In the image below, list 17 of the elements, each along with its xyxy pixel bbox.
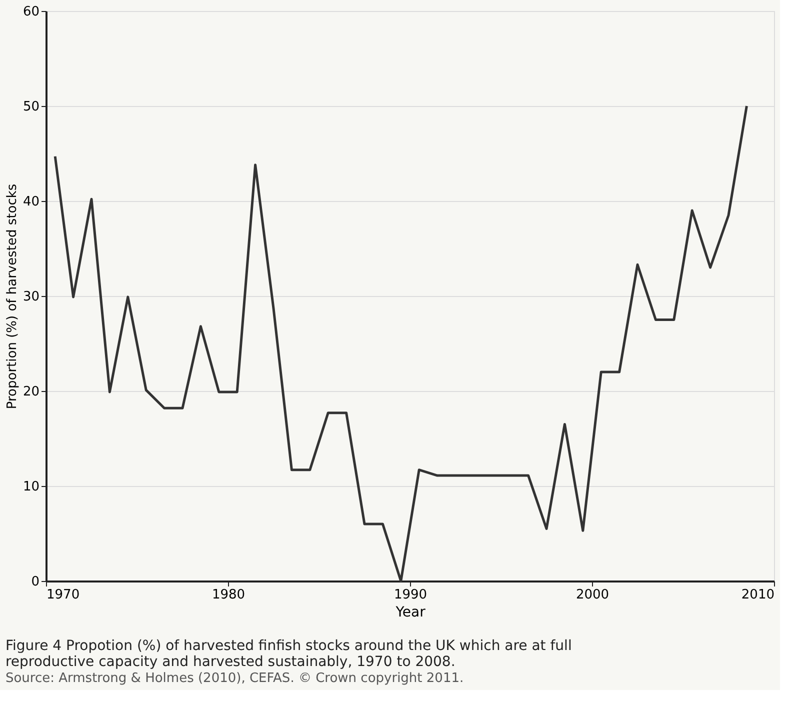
y-tick-label: 10: [22, 480, 40, 494]
source-note: Source: Armstrong & Holmes (2010), CEFAS. © Crown copyright 2011.: [5, 671, 464, 686]
y-tick-label: 30: [22, 290, 40, 304]
line-series: [54, 104, 748, 582]
caption: Figure 4 Propotion (%) of harvested finfish stocks around the UK which are at full reproductive capacity and harvested sustainably, 1970 to 2008.: [5, 638, 572, 670]
y-axis-title: Proportion (%) of harvested stocks: [4, 184, 20, 410]
y-tick-label: 20: [22, 384, 40, 400]
x-tick-label: 1970: [46, 588, 80, 602]
y-tick-label: 0: [31, 574, 40, 590]
x-axis-title: Year: [394, 604, 426, 620]
x-tick-label: 1990: [394, 588, 428, 602]
y-tick-label: 40: [22, 194, 40, 210]
y-tick-label: 50: [22, 100, 40, 114]
x-tick-label: 2010: [741, 588, 774, 602]
x-tick-label: 1980: [212, 588, 246, 602]
x-tick-label: 2000: [576, 588, 610, 602]
y-tick-label: 60: [22, 4, 40, 20]
